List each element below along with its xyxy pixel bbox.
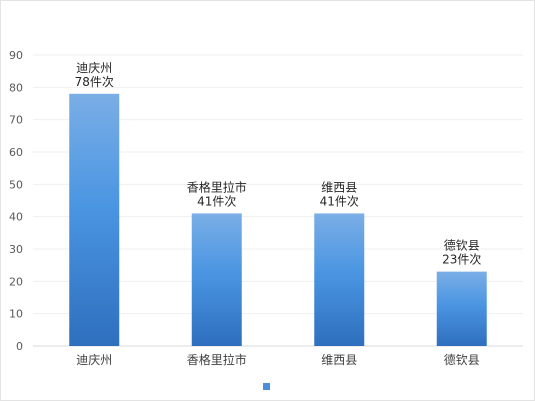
x-tick-label: 维西县 [321,353,357,367]
x-tick-label: 德钦县 [444,352,480,367]
bars [69,93,487,346]
data-label-category: 维西县 [321,180,357,194]
data-label-value: 41件次 [320,194,359,208]
y-tick-label: 0 [16,340,23,353]
legend-swatch [263,383,270,390]
x-tick-label: 香格里拉市 [187,352,247,367]
bar [436,271,487,346]
y-tick-label: 70 [9,114,23,127]
bar [314,213,365,346]
y-tick-label: 60 [9,146,23,159]
y-tick-label: 90 [9,49,23,62]
x-axis-labels: 迪庆州 香格里拉市 维西县 德钦县 [76,352,480,367]
data-label-value: 41件次 [197,194,236,208]
bar [191,213,242,346]
data-label-category: 迪庆州 [76,61,112,75]
y-tick-label: 30 [9,243,23,256]
y-axis-ticks: 0 10 20 30 40 50 60 70 80 90 [9,49,23,353]
data-label-category: 香格里拉市 [187,179,247,194]
data-label-category: 德钦县 [444,238,480,253]
data-label-value: 23件次 [442,253,481,267]
y-tick-label: 10 [9,308,23,321]
y-tick-label: 20 [9,275,23,288]
y-tick-label: 80 [9,81,23,94]
x-tick-label: 迪庆州 [76,353,112,367]
legend [263,383,270,390]
y-tick-label: 40 [9,211,23,224]
data-label-value: 78件次 [75,75,114,89]
y-tick-label: 50 [9,178,23,191]
bar [69,93,120,346]
